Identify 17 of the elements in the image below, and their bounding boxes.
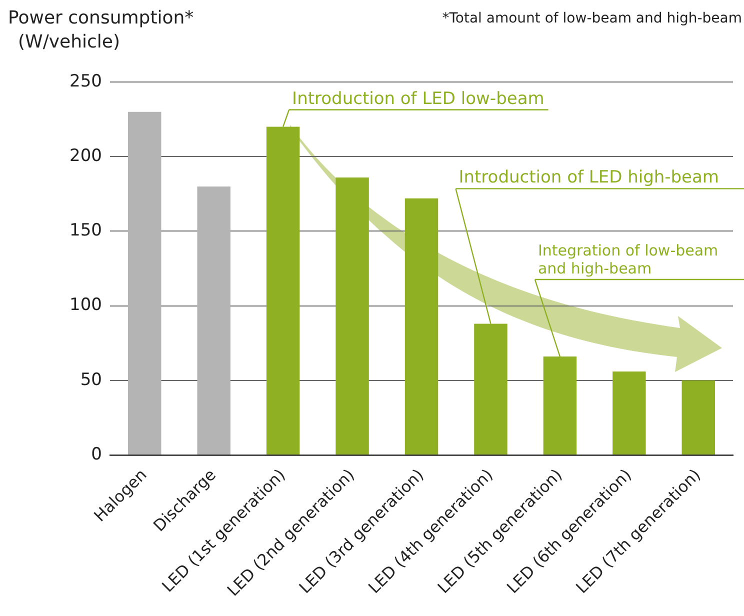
bar xyxy=(404,198,438,454)
y-tick-label: 200 xyxy=(70,146,102,166)
bar xyxy=(128,112,162,454)
annotation: Integration of low-beam and high-beam xyxy=(538,242,718,278)
y-tick-label: 250 xyxy=(70,71,102,92)
y-tick-label: 150 xyxy=(70,220,102,241)
y-tick-label: 0 xyxy=(91,444,102,464)
y-axis-title: Power consumption* (W/vehicle) xyxy=(8,8,194,53)
bar xyxy=(682,380,715,454)
annotation: Introduction of LED low-beam xyxy=(292,88,544,109)
annotation: Introduction of LED high-beam xyxy=(458,168,720,188)
text: *Total amount of low-beam and high-beam xyxy=(442,10,742,27)
bar xyxy=(612,371,646,454)
bar xyxy=(197,186,230,454)
y-tick-label: 100 xyxy=(70,295,102,316)
y-tick-label: 50 xyxy=(80,370,102,390)
bar xyxy=(336,177,369,454)
